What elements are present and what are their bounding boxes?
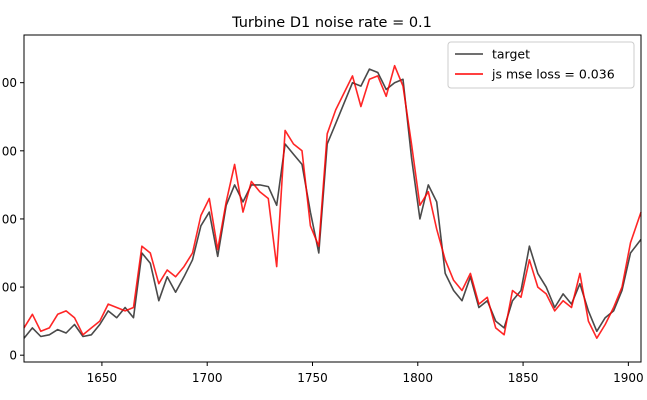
plot-frame (23, 34, 642, 363)
legend-box (447, 41, 635, 89)
y-tick-label: 00 (2, 212, 17, 226)
series-line-js-mse-loss (23, 64, 642, 339)
x-tick-label: 1850 (508, 371, 539, 385)
x-tick-label: 1800 (403, 371, 434, 385)
y-tick-label: 0 (9, 349, 17, 363)
x-axis: 1650 1700 1750 1800 1850 1900 (87, 362, 644, 385)
legend-label-js-mse-loss: js mse loss = 0.036 (491, 67, 615, 82)
x-tick-label: 1700 (192, 371, 223, 385)
series-line-target (23, 68, 642, 339)
legend-label-target: target (492, 47, 530, 62)
y-tick-label: 00 (2, 281, 17, 295)
x-tick-label: 1650 (87, 371, 118, 385)
chart-title: Turbine D1 noise rate = 0.1 (231, 15, 432, 31)
series-layer (23, 64, 642, 339)
x-tick-label: 1750 (297, 371, 328, 385)
legend: target js mse loss = 0.036 (447, 41, 635, 89)
x-tick-label: 1900 (613, 371, 644, 385)
y-tick-label: 00 (2, 76, 17, 90)
y-tick-label: 00 (2, 144, 17, 158)
